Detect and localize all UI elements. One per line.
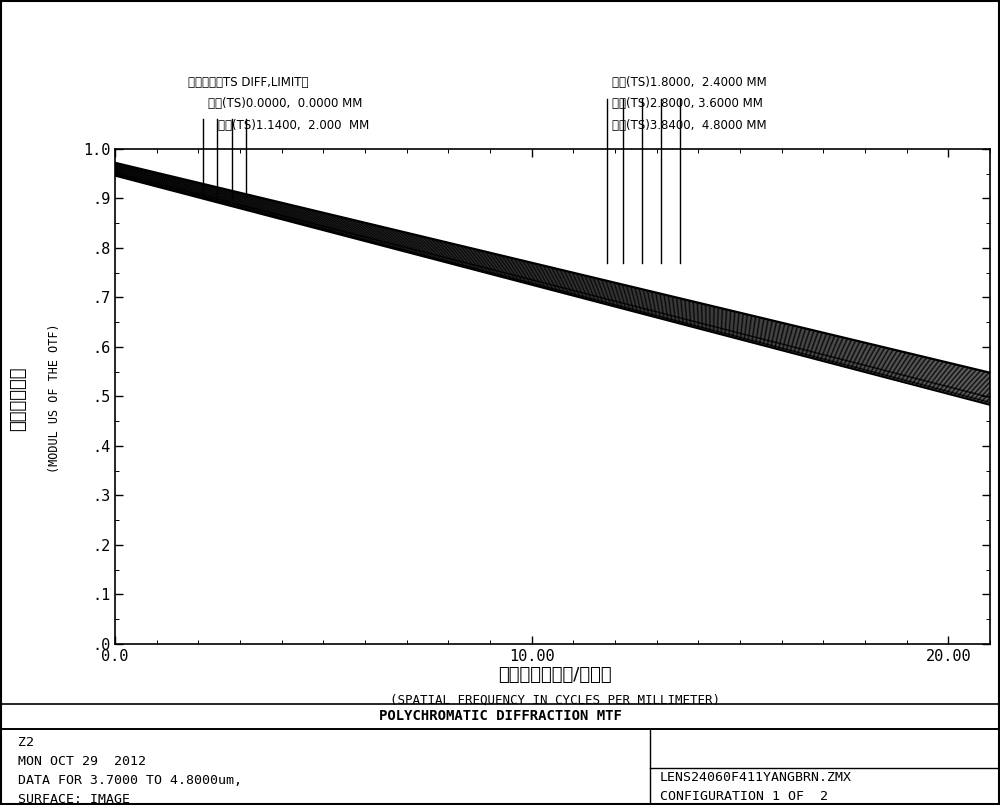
Text: POLYCHROMATIC DIFFRACTION MTF: POLYCHROMATIC DIFFRACTION MTF bbox=[379, 709, 621, 724]
Text: (SPATIAL FREQUENCY IN CYCLES PER MILLIMETER): (SPATIAL FREQUENCY IN CYCLES PER MILLIME… bbox=[390, 694, 720, 707]
Text: 视场(TS)1.1400,  2.000  MM: 视场(TS)1.1400, 2.000 MM bbox=[218, 119, 369, 132]
Text: 视场(TS)0.0000,  0.0000 MM: 视场(TS)0.0000, 0.0000 MM bbox=[208, 97, 362, 110]
Text: 空间频率（线对/毫米）: 空间频率（线对/毫米） bbox=[498, 666, 612, 683]
Text: 视场(TS)3.8400,  4.8000 MM: 视场(TS)3.8400, 4.8000 MM bbox=[612, 119, 766, 132]
Text: (MODUL US OF THE OTF): (MODUL US OF THE OTF) bbox=[48, 324, 62, 473]
Text: 视场(TS)1.8000,  2.4000 MM: 视场(TS)1.8000, 2.4000 MM bbox=[612, 76, 766, 89]
Text: LENS24060F411YANGBRN.ZMX
CONFIGURATION 1 OF  2: LENS24060F411YANGBRN.ZMX CONFIGURATION 1… bbox=[660, 771, 852, 803]
Text: Z2
MON OCT 29  2012
DATA FOR 3.7000 TO 4.8000um,
SURFACE: IMAGE: Z2 MON OCT 29 2012 DATA FOR 3.7000 TO 4.… bbox=[18, 736, 242, 805]
Text: 调制传递函数: 调制传递函数 bbox=[9, 366, 27, 431]
Text: 衍射极限（TS DIFF,LIMIT）: 衍射极限（TS DIFF,LIMIT） bbox=[188, 76, 308, 89]
Text: 视场(TS)2.8000, 3.6000 MM: 视场(TS)2.8000, 3.6000 MM bbox=[612, 97, 763, 110]
